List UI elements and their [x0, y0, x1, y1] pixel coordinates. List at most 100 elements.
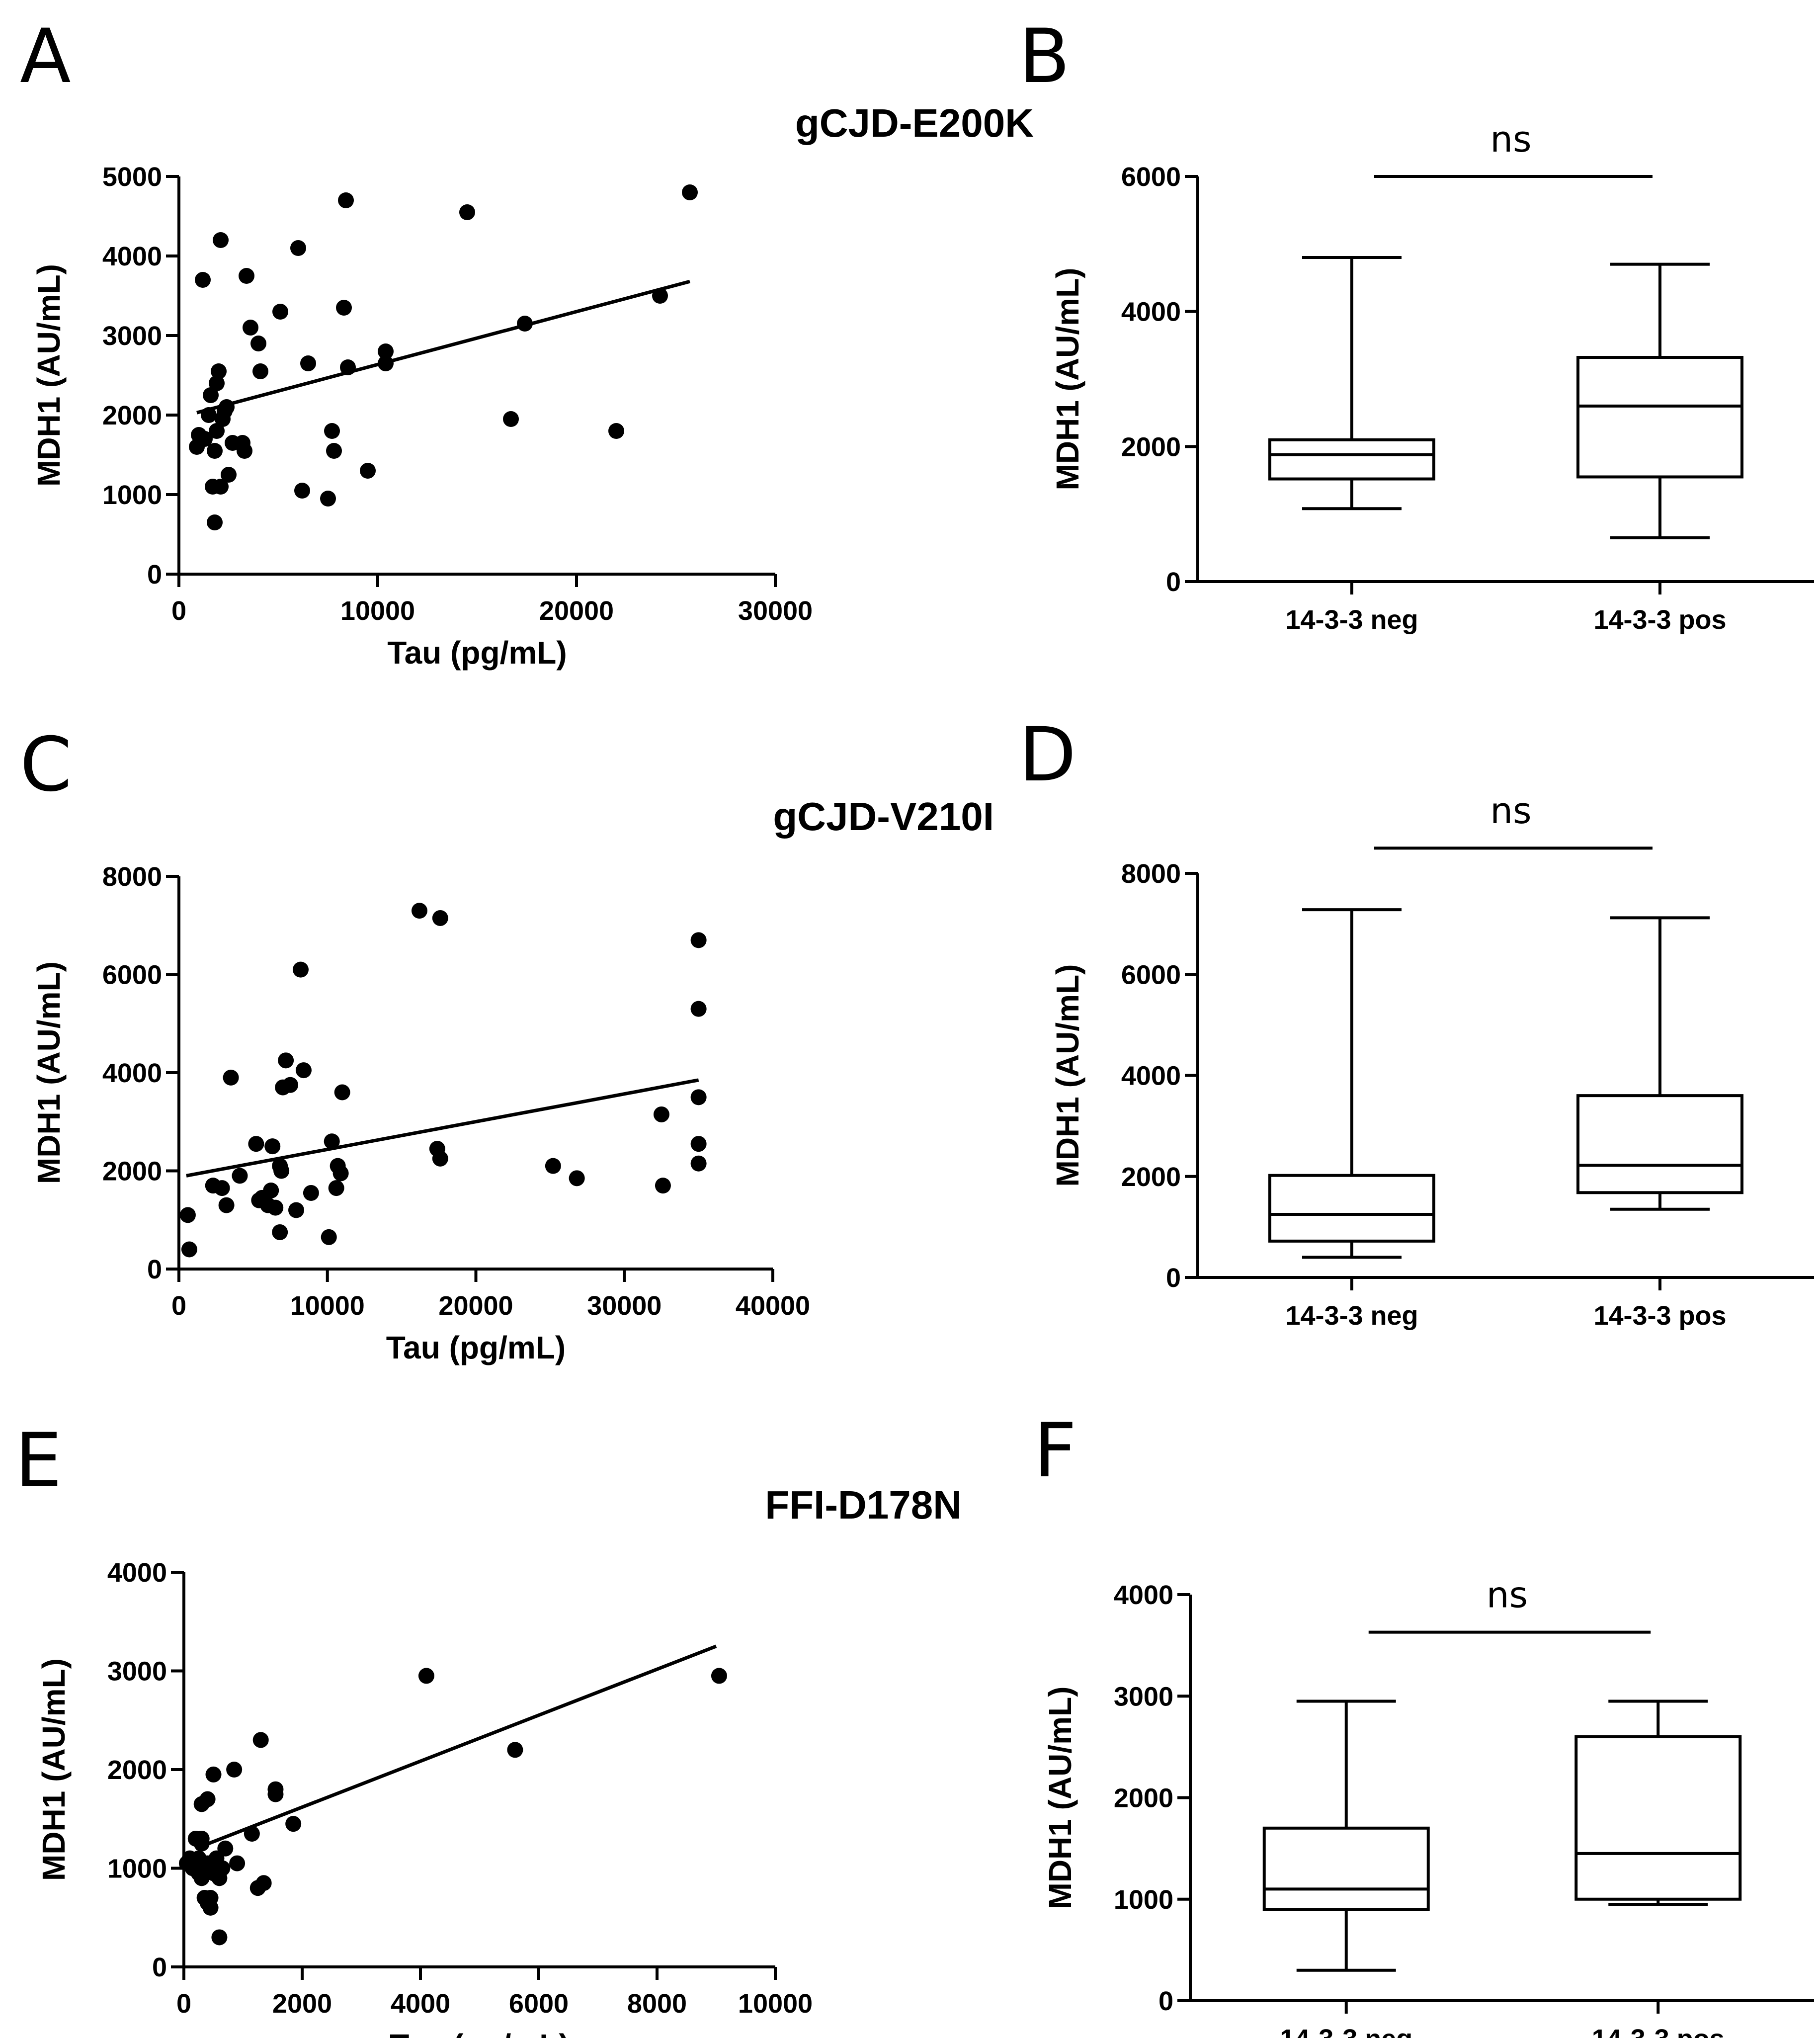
y-tick-label: 6000: [1121, 960, 1181, 990]
panel-title: gCJD-V210I: [773, 794, 994, 839]
category-label: 14-3-3 pos: [1593, 1301, 1726, 1331]
x-tick-label: 20000: [438, 1291, 513, 1321]
regression-line: [196, 279, 690, 415]
data-point: [252, 363, 268, 379]
data-point: [205, 1766, 222, 1783]
box-pos: [1576, 262, 1743, 539]
data-point: [244, 1826, 260, 1842]
data-point: [263, 1183, 279, 1198]
data-point: [214, 1860, 231, 1876]
data-point: [193, 1830, 210, 1847]
box-pos: [1576, 916, 1743, 1211]
x-tick-label: 10000: [738, 1989, 813, 2019]
panel-f: F 0 1000 2000 3000 4000 MDH1 (AU/mL) 14-3-3 neg…: [1034, 1408, 1814, 2038]
data-point: [272, 304, 288, 320]
y-tick-label: 2000: [102, 1157, 162, 1187]
y-tick-label: 6000: [1121, 162, 1181, 192]
y-axis-title: MDH1 (AU/mL): [1050, 964, 1085, 1187]
y-tick-label: 4000: [102, 1058, 162, 1088]
x-axis-title: Tau (pg/mL): [390, 2028, 569, 2038]
panel-letter: F: [1034, 1408, 1076, 1494]
data-point: [360, 463, 376, 479]
y-tick-label: 0: [147, 560, 162, 590]
y-tick-label: 3000: [107, 1657, 167, 1687]
y-tick-label: 2000: [107, 1755, 167, 1785]
data-point: [209, 423, 225, 439]
data-point: [239, 268, 254, 284]
y-tick-label: 1000: [107, 1854, 167, 1884]
data-point: [209, 375, 225, 391]
y-tick-label: 1000: [1114, 1885, 1173, 1915]
data-point: [653, 1106, 669, 1122]
data-point: [655, 1178, 671, 1194]
data-point: [273, 1163, 290, 1179]
y-tick-label: 0: [147, 1255, 162, 1284]
y-tick-label: 3000: [102, 321, 162, 351]
data-point: [181, 1241, 197, 1258]
regression-line: [186, 1078, 699, 1178]
data-point: [199, 1791, 216, 1807]
y-tick-label: 4000: [1121, 1061, 1181, 1091]
y-tick-label: 2000: [1121, 432, 1181, 462]
data-point: [290, 240, 306, 256]
y-tick-label: 3000: [1114, 1682, 1173, 1711]
y-tick-label: 2000: [1121, 1162, 1181, 1192]
y-axis-title: MDH1 (AU/mL): [31, 961, 67, 1184]
y-tick-label: 4000: [1114, 1580, 1173, 1610]
data-point: [295, 1062, 312, 1079]
data-point: [288, 1202, 305, 1218]
data-point: [332, 1165, 349, 1182]
y-tick-label: 2000: [102, 401, 162, 430]
data-point: [264, 1138, 281, 1155]
iqr-box: [1268, 438, 1435, 481]
y-tick-label: 0: [1166, 1263, 1181, 1293]
data-point: [195, 272, 211, 288]
data-point: [652, 288, 668, 304]
y-tick-label: 8000: [1121, 859, 1181, 889]
box-neg: [1268, 908, 1435, 1259]
data-point: [272, 1224, 288, 1240]
x-axis-title: Tau (pg/mL): [387, 635, 567, 671]
data-point: [507, 1742, 523, 1758]
iqr-box: [1268, 1174, 1435, 1243]
data-point: [294, 483, 310, 499]
data-point: [237, 443, 252, 459]
data-point: [201, 407, 217, 423]
data-point: [690, 932, 707, 948]
data-point: [517, 316, 533, 332]
significance-label: ns: [1490, 790, 1531, 832]
data-point: [213, 479, 229, 495]
data-point: [459, 204, 475, 220]
y-tick-label: 4000: [102, 242, 162, 271]
data-point: [503, 411, 519, 427]
data-point: [569, 1170, 585, 1187]
data-point: [300, 355, 316, 371]
data-point: [207, 443, 223, 459]
panel-letter: C: [20, 722, 72, 808]
data-point: [334, 1084, 350, 1101]
data-point: [218, 1197, 235, 1213]
data-point: [217, 1840, 234, 1857]
panel-letter: A: [20, 13, 71, 100]
data-point: [267, 1786, 284, 1802]
y-tick-label: 5000: [102, 162, 162, 192]
y-axis-title: MDH1 (AU/mL): [31, 264, 67, 487]
data-point: [432, 1150, 448, 1167]
iqr-box: [1262, 1826, 1430, 1911]
data-point: [282, 1077, 299, 1093]
data-point: [690, 1155, 707, 1172]
y-tick-label: 0: [152, 1953, 167, 1982]
data-point: [252, 1732, 269, 1748]
category-label: 14-3-3 pos: [1593, 605, 1726, 635]
y-tick-label: 4000: [1121, 297, 1181, 327]
data-point: [711, 1668, 727, 1684]
regression-line: [195, 1644, 717, 1851]
x-tick-label: 40000: [736, 1291, 810, 1321]
data-point: [255, 1875, 272, 1891]
x-tick-label: 10000: [290, 1291, 365, 1321]
y-tick-label: 2000: [1114, 1783, 1173, 1813]
x-axis-title: Tau (pg/mL): [386, 1330, 566, 1365]
y-tick-label: 1000: [102, 480, 162, 510]
y-tick-label: 4000: [107, 1558, 167, 1588]
